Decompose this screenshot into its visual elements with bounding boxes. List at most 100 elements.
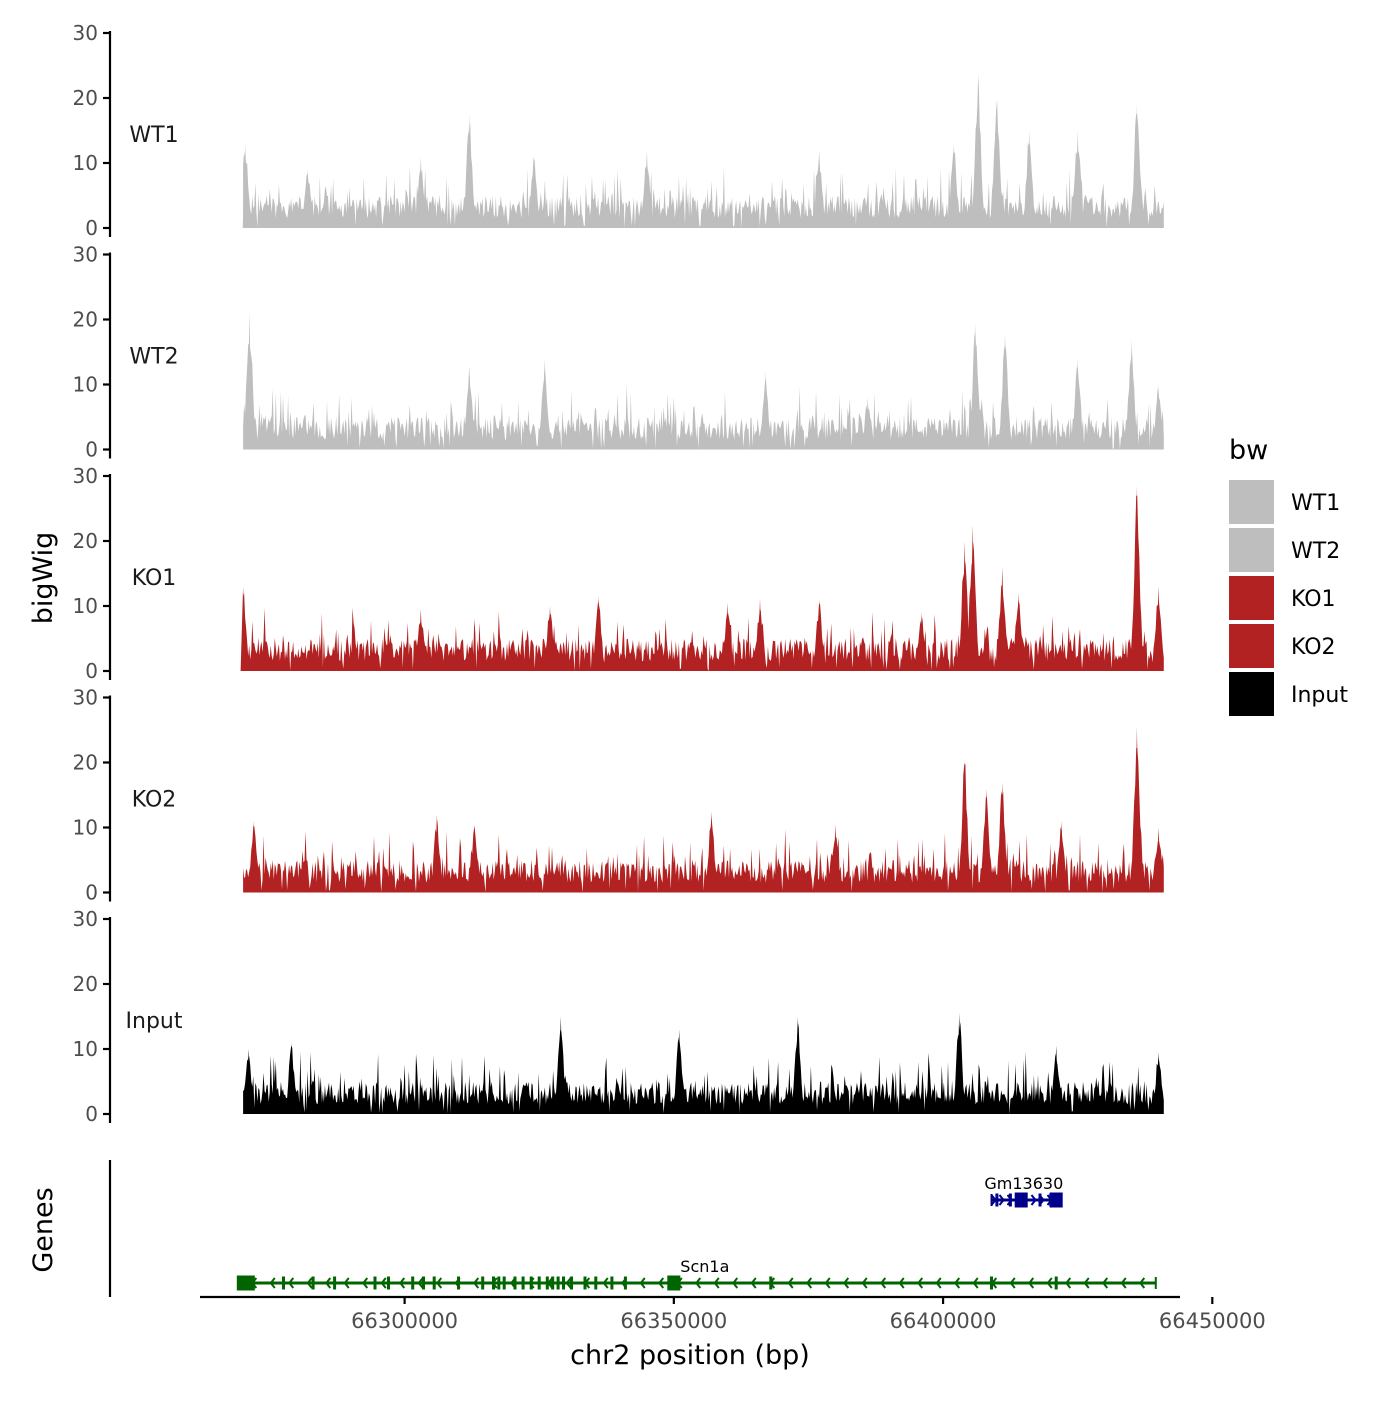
exon-mark xyxy=(422,1276,425,1290)
gene-label-gm13630: Gm13630 xyxy=(984,1174,1063,1193)
legend-label-wt2: WT2 xyxy=(1291,539,1340,564)
strand-chevron xyxy=(898,1277,905,1289)
y-axis-title: bigWig xyxy=(28,532,59,625)
exon-mark xyxy=(333,1276,337,1290)
exon-mark xyxy=(769,1276,773,1290)
y-axis-input: 0 10 20 30 Input xyxy=(73,907,183,1126)
signal-peak-input-1 xyxy=(289,1042,294,1114)
strand-chevron xyxy=(695,1277,702,1289)
signal-peak-input-5 xyxy=(956,1013,962,1114)
signal-peak-ko1-9 xyxy=(970,524,976,671)
y-tick-label: 0 xyxy=(85,438,98,462)
strand-chevron xyxy=(1065,1277,1072,1289)
strand-chevron xyxy=(880,1277,887,1289)
signal-area-input xyxy=(243,1021,1164,1114)
y-tick-label: 10 xyxy=(73,151,98,175)
exon-mark xyxy=(1038,1193,1042,1207)
strand-chevron xyxy=(602,1277,609,1289)
legend-swatch-ko2 xyxy=(1229,624,1274,668)
y-tick-label: 20 xyxy=(73,751,98,775)
exon-mark xyxy=(990,1276,993,1290)
signal-peak-wt1-9 xyxy=(994,98,1000,228)
x-axis: 66300000 66350000 66400000 66450000 xyxy=(200,1295,1266,1333)
signal-peak-ko1-0 xyxy=(240,586,246,671)
exon-mark xyxy=(1014,1192,1028,1208)
legend-swatch-ko1 xyxy=(1229,576,1274,620)
strand-chevron xyxy=(750,1277,757,1289)
track-label-ko2: KO2 xyxy=(132,788,177,813)
exon-mark xyxy=(562,1276,565,1290)
signal-peak-input-2 xyxy=(558,1016,564,1114)
signal-peak-wt2-8 xyxy=(1129,339,1134,450)
signal-peak-ko1-7 xyxy=(919,612,924,671)
strand-chevron xyxy=(306,1277,313,1289)
exon-mark xyxy=(432,1276,436,1290)
legend-label-input: Input xyxy=(1291,683,1348,708)
signal-peak-ko2-7 xyxy=(999,782,1005,893)
signal-peak-ko1-12 xyxy=(1134,485,1140,671)
exon-mark xyxy=(551,1276,555,1290)
exon-mark xyxy=(311,1276,315,1290)
gene-scn1a: Scn1a xyxy=(236,1257,1157,1291)
signal-peak-ko2-1 xyxy=(434,814,440,893)
strand-chevron xyxy=(658,1277,665,1289)
legend-label-ko1: KO1 xyxy=(1291,587,1336,612)
genes-track-title: Genes xyxy=(28,1187,59,1272)
track-input xyxy=(243,1013,1164,1114)
signal-peak-wt1-6 xyxy=(816,150,822,228)
signal-peak-wt1-1 xyxy=(305,169,311,228)
strand-chevron xyxy=(436,1277,443,1289)
signal-peak-wt2-5 xyxy=(972,322,978,450)
signal-peak-wt1-2 xyxy=(418,156,424,228)
exon-mark xyxy=(282,1276,285,1290)
exon-mark xyxy=(583,1276,587,1290)
exon-mark xyxy=(545,1276,549,1290)
exon-mark xyxy=(481,1276,485,1290)
strand-chevron xyxy=(732,1277,739,1289)
exon-mark xyxy=(457,1276,460,1290)
signal-peak-ko2-2 xyxy=(472,824,478,893)
exon-mark xyxy=(995,1193,999,1207)
x-tick-label: 66450000 xyxy=(1159,1309,1266,1333)
strand-chevron xyxy=(1030,1194,1037,1206)
track-label-input: Input xyxy=(126,1009,183,1034)
signal-area-wt2 xyxy=(243,331,1164,450)
exon-mark xyxy=(556,1276,560,1290)
strand-chevron xyxy=(954,1277,961,1289)
exon-mark xyxy=(521,1276,525,1290)
legend-label-ko2: KO2 xyxy=(1291,635,1336,660)
signal-peak-input-3 xyxy=(676,1029,682,1114)
exon-mark xyxy=(497,1276,501,1290)
signal-peak-wt2-3 xyxy=(762,371,768,450)
gene-gm13630: Gm13630 xyxy=(984,1174,1063,1208)
y-tick-label: 10 xyxy=(73,373,98,397)
signal-peak-ko1-13 xyxy=(1156,586,1161,671)
signal-peak-ko1-2 xyxy=(547,606,553,671)
legend-swatch-wt2 xyxy=(1229,528,1274,572)
legend-swatch-input xyxy=(1229,672,1274,716)
strand-chevron xyxy=(288,1277,295,1289)
exon-mark xyxy=(236,1275,255,1291)
signal-peak-ko1-10 xyxy=(999,567,1005,671)
y-tick-label: 20 xyxy=(73,308,98,332)
strand-chevron xyxy=(565,1277,572,1289)
y-tick-label: 30 xyxy=(73,243,98,267)
signal-peak-input-6 xyxy=(1053,1045,1059,1114)
strand-chevron xyxy=(639,1277,646,1289)
exon-mark xyxy=(537,1276,541,1290)
y-tick-label: 0 xyxy=(85,881,98,905)
strand-chevron xyxy=(343,1277,350,1289)
signal-peak-wt2-4 xyxy=(865,397,871,450)
x-tick-label: 66350000 xyxy=(620,1309,727,1333)
exon-mark xyxy=(502,1276,506,1290)
signal-peak-ko1-5 xyxy=(757,599,763,671)
strand-chevron xyxy=(1083,1277,1090,1289)
track-label-wt2: WT2 xyxy=(129,345,178,370)
signal-peak-input-4 xyxy=(795,1016,801,1114)
signal-peak-ko2-4 xyxy=(832,824,838,893)
signal-peak-wt1-5 xyxy=(644,150,650,228)
exon-mark xyxy=(610,1276,614,1290)
signal-peak-wt1-3 xyxy=(466,114,472,228)
legend: WT1 WT2 KO1 KO2 Input xyxy=(1229,480,1348,716)
